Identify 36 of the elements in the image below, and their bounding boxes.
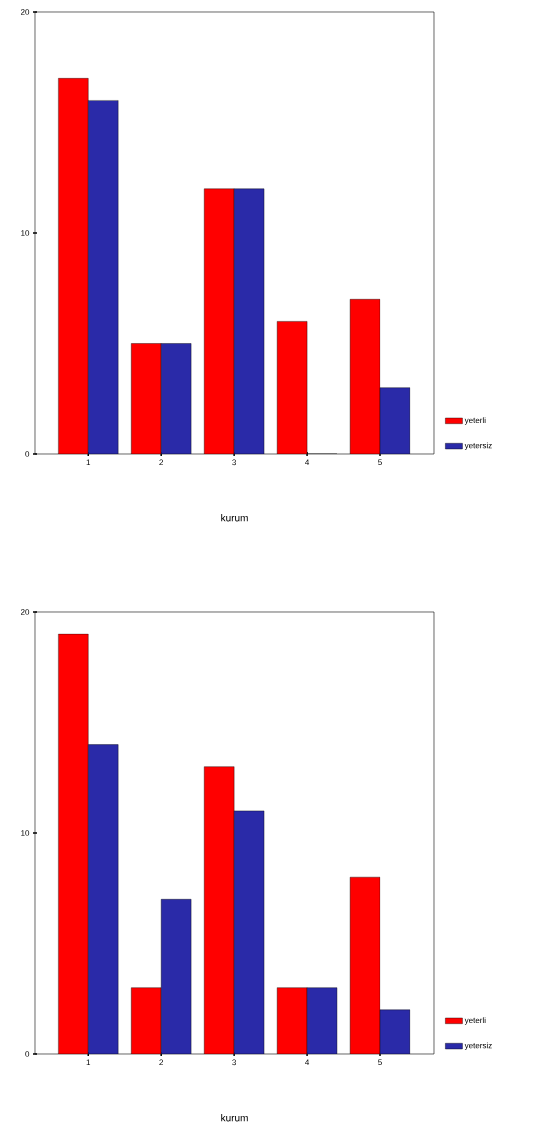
bar — [276, 987, 308, 1054]
x-tick-label: 3 — [232, 1059, 236, 1066]
x-tick-label: 4 — [305, 1059, 310, 1066]
bar — [379, 387, 411, 454]
legend-label: yetersiz — [464, 1042, 492, 1050]
bar — [88, 100, 119, 454]
bar — [58, 633, 89, 1054]
y-tick-label: 20 — [20, 609, 30, 615]
y-tick-label: 10 — [21, 230, 30, 236]
x-tick-label: 1 — [86, 459, 91, 466]
bar — [131, 343, 162, 454]
x-tick-label: 1 — [86, 1059, 91, 1066]
x-tick-label: 2 — [159, 459, 164, 466]
y-tick-label: 20 — [20, 9, 30, 15]
bar — [204, 188, 235, 454]
bar — [234, 188, 265, 454]
x-tick-label: 4 — [305, 459, 310, 466]
x-axis-title: kurum — [221, 514, 248, 522]
bar — [349, 876, 381, 1054]
bar — [58, 78, 89, 454]
bar — [131, 987, 162, 1054]
y-tick-label: 0 — [25, 451, 30, 457]
bar — [277, 321, 308, 454]
x-tick-label: 2 — [159, 1059, 164, 1066]
legend-label: yeterli — [464, 417, 486, 425]
x-axis-title: kurum — [221, 1114, 248, 1122]
x-tick-label: 3 — [232, 459, 236, 466]
legend-label: yetersiz — [464, 442, 492, 450]
y-tick-label: 0 — [25, 1051, 30, 1057]
bar — [349, 299, 381, 454]
y-tick-label: 10 — [21, 830, 30, 836]
bar — [161, 343, 192, 454]
x-tick-label: 5 — [378, 459, 382, 466]
legend-label: yeterli — [464, 1017, 486, 1025]
bar — [204, 766, 235, 1054]
x-tick-label: 5 — [378, 1059, 382, 1066]
